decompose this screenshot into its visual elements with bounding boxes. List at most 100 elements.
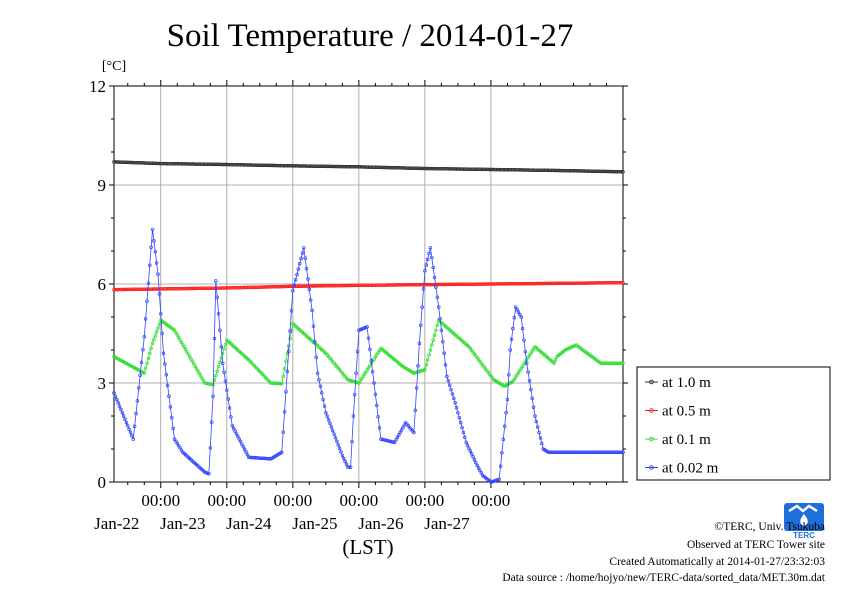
x-tick-date-label: Jan-26 [358,514,403,533]
y-unit-label: [°C] [102,59,126,74]
data-point [461,430,466,435]
y-tick-label: 6 [98,275,107,294]
data-point [165,383,170,388]
y-tick-label: 9 [98,176,107,195]
data-point [280,381,284,386]
data-point [505,397,510,402]
data-point [621,170,625,174]
data-point [292,283,296,287]
data-point [284,389,288,394]
data-point [333,435,338,440]
data-point [164,373,169,377]
data-point [424,363,429,367]
data-point [436,305,441,309]
data-point [523,349,528,354]
data-point [319,391,324,395]
data-point [430,255,434,260]
data-point [132,424,137,429]
y-tick-label: 0 [98,473,107,492]
data-point [434,285,438,290]
data-point [619,280,624,285]
data-point [227,406,232,410]
data-point [121,414,126,418]
data-point [124,420,129,425]
data-point [526,370,530,374]
series-markers-at-0-02-m [112,227,625,484]
data-point [226,397,230,401]
data-point [145,361,149,365]
data-point [278,381,283,386]
data-point [223,342,228,347]
data-point [452,396,456,401]
data-point [425,358,430,362]
data-point [137,386,141,390]
data-point [307,287,312,292]
data-point [152,337,156,342]
data-point [439,328,444,332]
data-point [355,349,360,354]
data-point [460,425,464,430]
data-point [516,310,521,314]
data-point [168,405,173,409]
data-point [311,324,316,328]
data-point [130,434,134,438]
data-point [412,430,416,435]
data-point [508,348,512,352]
data-point [306,277,310,281]
credit-created: Created Automatically at 2014-01-27/23:3… [609,556,825,568]
data-point [524,361,529,365]
data-point [146,356,151,361]
data-point [120,410,125,415]
x-tick-date-label: Jan-25 [292,514,337,533]
data-point [131,437,136,441]
data-point [139,360,144,365]
data-point [138,373,142,377]
data-point [318,384,323,389]
data-point [474,460,478,465]
data-point [115,397,119,402]
data-point [288,336,292,341]
data-point [447,383,452,387]
y-tick-label: 12 [89,77,106,96]
data-point [434,328,438,332]
data-point [332,432,336,436]
data-point [432,333,437,337]
data-point [366,336,371,340]
data-point [236,434,240,439]
x-tick-date-label: Jan-23 [160,514,205,533]
legend-swatch-marker [649,379,654,385]
data-point [284,359,288,363]
data-point [518,312,522,317]
data-point [479,471,484,475]
data-point [163,362,167,366]
x-tick-time-label: 00:00 [406,491,445,510]
data-point [215,369,219,374]
data-point [509,337,514,342]
data-point [369,358,374,363]
data-point [535,425,540,429]
data-point [214,373,218,378]
data-point [242,447,247,452]
legend-label: at 0.1 m [662,432,711,448]
data-point [347,465,351,469]
data-point [153,250,158,254]
data-point [463,435,467,440]
data-point [421,287,426,291]
data-point [531,405,536,409]
data-point [126,424,130,428]
data-point [119,407,123,412]
data-point [220,351,225,356]
series-markers-at-0-1-m [112,318,625,389]
data-point [392,440,397,445]
data-point [343,459,347,464]
data-point [419,323,423,328]
data-point [534,419,539,424]
data-point [330,428,335,433]
data-point [211,394,215,398]
data-point [281,430,285,434]
series-layer [112,160,625,484]
data-point [212,336,217,341]
chart-title: Soil Temperature / 2014-01-27 [167,18,574,54]
data-point [512,316,517,320]
data-point [530,396,534,401]
